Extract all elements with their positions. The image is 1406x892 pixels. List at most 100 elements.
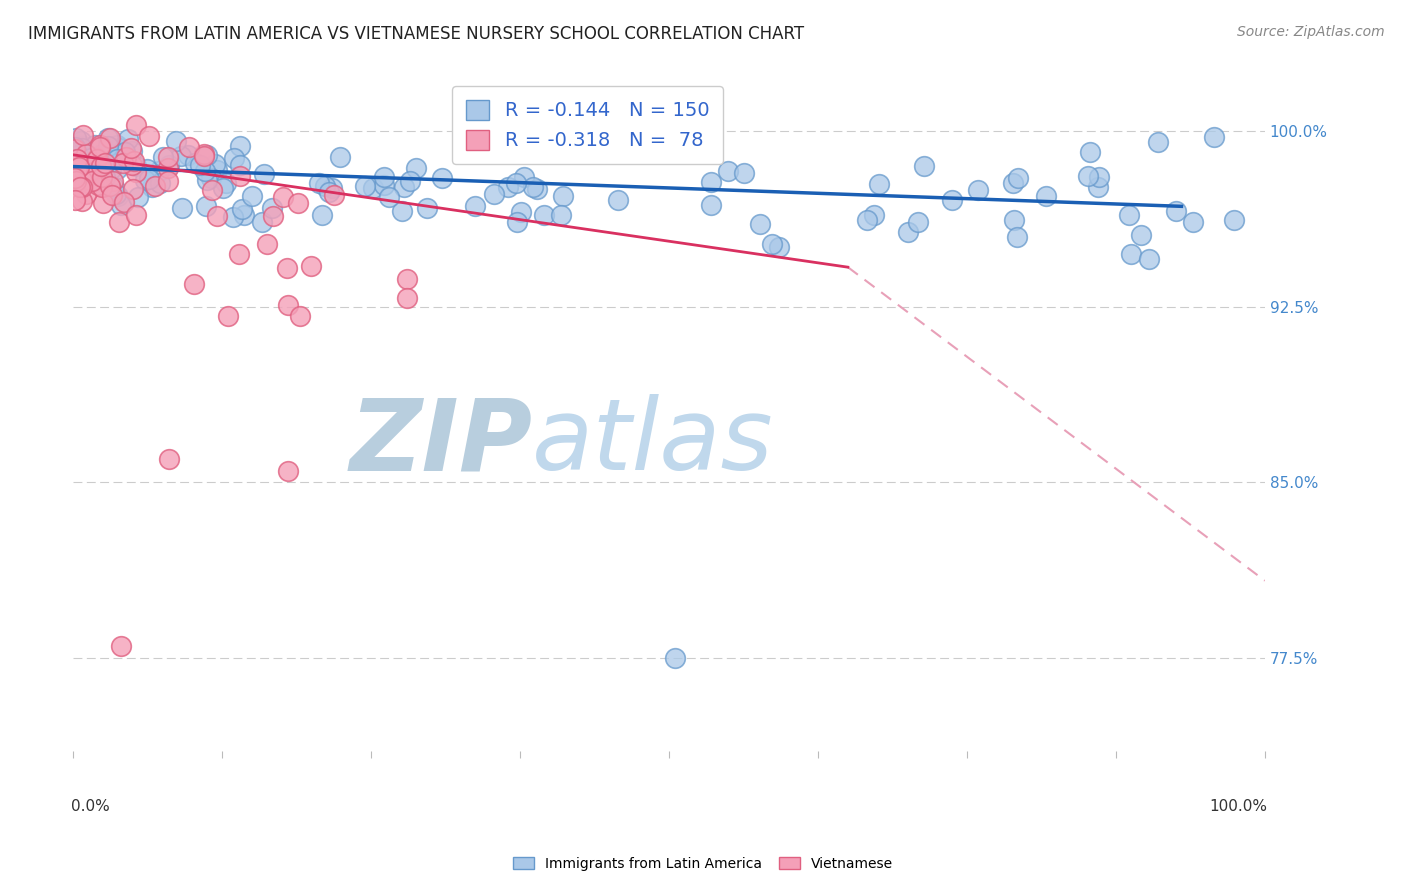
Text: 0.0%: 0.0% — [72, 799, 110, 814]
Point — [553, 188, 575, 202]
Point — [194, 163, 217, 178]
Point — [967, 183, 990, 197]
Point — [72, 141, 94, 155]
Point — [143, 178, 166, 193]
Point — [183, 277, 205, 292]
Point — [277, 464, 299, 478]
Point — [105, 153, 128, 167]
Point — [90, 160, 112, 174]
Point — [513, 170, 536, 185]
Point — [205, 162, 228, 177]
Point — [205, 209, 228, 223]
Point — [135, 161, 157, 176]
Point — [75, 187, 97, 202]
Point — [87, 178, 110, 193]
Point — [72, 139, 94, 153]
Point — [165, 135, 187, 149]
Point — [200, 170, 222, 185]
Point — [65, 157, 87, 171]
Point — [91, 169, 114, 184]
Point — [1118, 208, 1140, 222]
Point — [86, 152, 108, 166]
Point — [1130, 228, 1153, 243]
Point — [69, 180, 91, 194]
Point — [288, 310, 311, 324]
Point — [373, 169, 395, 184]
Point — [299, 259, 322, 273]
Point — [89, 140, 111, 154]
Point — [395, 291, 418, 305]
Point — [228, 246, 250, 260]
Point — [585, 135, 607, 149]
Point — [179, 140, 201, 154]
Point — [94, 160, 117, 174]
Point — [391, 203, 413, 218]
Point — [97, 155, 120, 169]
Point — [353, 178, 375, 193]
Point — [498, 179, 520, 194]
Point — [107, 214, 129, 228]
Point — [1002, 213, 1025, 227]
Point — [101, 188, 124, 202]
Point — [170, 201, 193, 215]
Point — [75, 147, 97, 161]
Point — [124, 208, 146, 222]
Point — [193, 149, 215, 163]
Point — [314, 178, 336, 193]
Point — [1147, 135, 1170, 149]
Point — [250, 215, 273, 229]
Point — [271, 190, 294, 204]
Point — [262, 202, 284, 216]
Point — [125, 159, 148, 173]
Point — [114, 145, 136, 160]
Point — [115, 150, 138, 164]
Point — [70, 147, 93, 161]
Point — [416, 201, 439, 215]
Point — [66, 172, 89, 186]
Point — [103, 174, 125, 188]
Point — [170, 149, 193, 163]
Point — [65, 151, 87, 165]
Point — [79, 167, 101, 181]
Point — [107, 141, 129, 155]
Point — [768, 240, 790, 254]
Text: Source: ZipAtlas.com: Source: ZipAtlas.com — [1237, 25, 1385, 39]
Point — [321, 181, 343, 195]
Point — [717, 164, 740, 178]
Point — [229, 158, 252, 172]
Point — [156, 174, 179, 188]
Point — [100, 162, 122, 177]
Point — [111, 155, 134, 169]
Point — [89, 138, 111, 153]
Point — [373, 178, 395, 192]
Point — [110, 198, 132, 212]
Point — [93, 156, 115, 170]
Point — [134, 173, 156, 187]
Point — [1077, 169, 1099, 183]
Point — [761, 237, 783, 252]
Point — [184, 156, 207, 170]
Point — [63, 139, 86, 153]
Point — [82, 174, 104, 188]
Point — [195, 173, 218, 187]
Point — [157, 452, 180, 467]
Point — [120, 141, 142, 155]
Point — [212, 181, 235, 195]
Point — [277, 297, 299, 311]
Point — [914, 159, 936, 173]
Point — [378, 190, 401, 204]
Point — [869, 177, 891, 191]
Point — [262, 209, 284, 223]
Point — [897, 225, 920, 239]
Point — [105, 162, 128, 177]
Point — [256, 237, 278, 252]
Point — [217, 310, 239, 324]
Point — [73, 158, 96, 172]
Point — [66, 177, 89, 191]
Point — [79, 169, 101, 184]
Point — [76, 160, 98, 174]
Point — [63, 193, 86, 207]
Text: ZIP: ZIP — [349, 394, 531, 491]
Point — [107, 189, 129, 203]
Point — [1001, 176, 1024, 190]
